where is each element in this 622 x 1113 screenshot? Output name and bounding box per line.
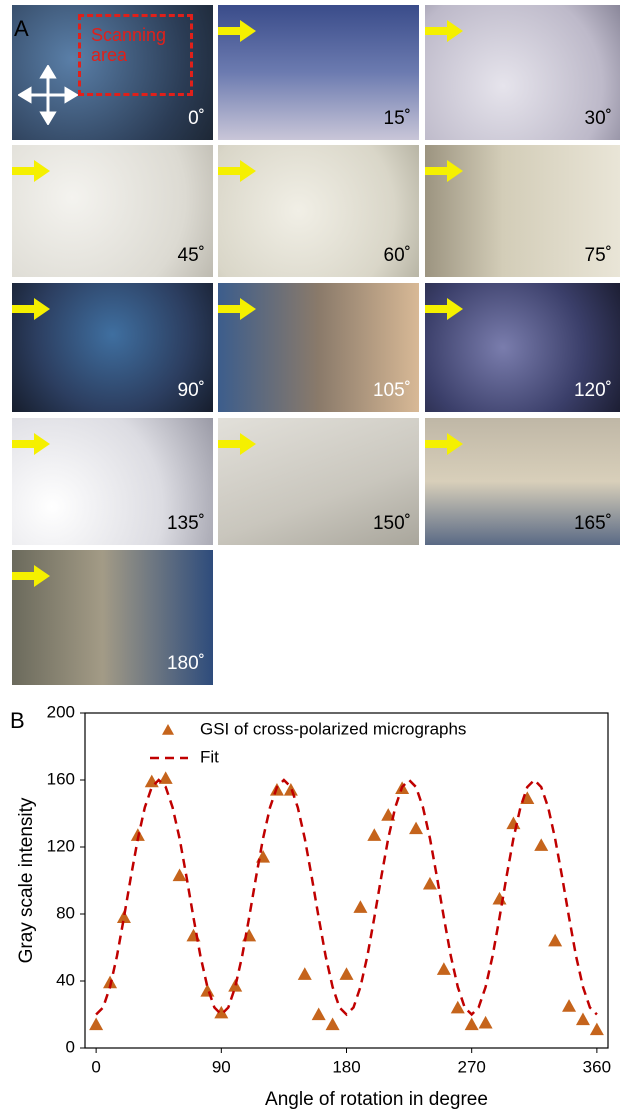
data-point <box>409 821 424 835</box>
data-point <box>492 891 507 905</box>
data-point <box>548 933 563 947</box>
data-point <box>422 876 437 890</box>
polarizer-cross <box>18 65 78 125</box>
data-point <box>353 900 368 913</box>
arrow <box>425 160 463 182</box>
x-tick-label: 270 <box>457 1057 485 1076</box>
micrograph: 0˚ <box>12 5 213 140</box>
arrow <box>12 433 50 455</box>
data-point <box>228 979 243 992</box>
arrow <box>12 565 50 587</box>
x-tick-label: 180 <box>332 1057 360 1076</box>
scanning-area: Scanning area <box>78 14 193 96</box>
y-tick-label: 40 <box>56 970 75 989</box>
data-point <box>325 1017 340 1031</box>
data-point <box>339 967 354 980</box>
plot-frame <box>84 712 609 1049</box>
data-point <box>367 828 382 841</box>
data-point <box>464 1017 479 1031</box>
data-point <box>589 1022 604 1036</box>
data-point <box>436 962 451 975</box>
micrograph: 150˚ <box>218 418 419 545</box>
angle-label: 150˚ <box>372 513 411 534</box>
angle-label: 135˚ <box>166 513 205 534</box>
data-point <box>450 1000 465 1014</box>
arrow <box>12 298 50 320</box>
x-axis-label: Angle of rotation in degree <box>265 1089 488 1110</box>
angle-label: 75˚ <box>584 245 612 266</box>
data-point <box>172 868 187 882</box>
arrow <box>218 298 256 320</box>
angle-label: 15˚ <box>383 108 411 129</box>
angle-label: 0˚ <box>188 108 205 129</box>
legend-marker <box>162 724 174 735</box>
y-tick-label: 80 <box>56 903 75 922</box>
fit-line <box>95 778 598 1017</box>
micrograph: 60˚ <box>218 145 419 277</box>
x-tick-label: 360 <box>583 1057 611 1076</box>
data-point <box>297 967 312 980</box>
panel-label: B <box>10 708 25 733</box>
micrograph: 75˚ <box>425 145 620 277</box>
x-tick-label: 0 <box>91 1057 100 1076</box>
data-point <box>575 1012 590 1026</box>
angle-label: 60˚ <box>383 245 411 266</box>
data-point <box>311 1007 326 1021</box>
data-point <box>116 910 131 923</box>
data-point <box>506 816 521 830</box>
micrograph: 165˚ <box>425 418 620 545</box>
legend-label: GSI of cross-polarized micrographs <box>200 719 466 738</box>
arrow <box>12 160 50 182</box>
y-axis-label: Gray scale intensity <box>16 797 37 963</box>
data-point <box>158 771 173 784</box>
data-point <box>200 984 215 997</box>
panel-label: A <box>14 16 29 41</box>
arrow <box>425 20 463 42</box>
angle-label: 30˚ <box>584 108 612 129</box>
angle-label: 105˚ <box>372 380 411 401</box>
y-tick-label: 120 <box>47 836 75 855</box>
micrograph: 30˚ <box>425 5 620 140</box>
data-point <box>534 838 549 851</box>
arrow <box>218 160 256 182</box>
y-tick-label: 0 <box>66 1037 75 1056</box>
micrograph: 45˚ <box>12 145 213 277</box>
arrow <box>425 298 463 320</box>
data-point <box>562 999 577 1012</box>
angle-label: 45˚ <box>177 245 205 266</box>
angle-label: 120˚ <box>573 380 612 401</box>
angle-label: 90˚ <box>177 380 205 401</box>
data-point <box>478 1015 493 1029</box>
arrow <box>425 433 463 455</box>
arrow <box>218 433 256 455</box>
micrograph: 135˚ <box>12 418 213 545</box>
chart: B 0 40 80 120 160 200 0 90 180 270 360 Angle of rota… <box>10 702 611 1110</box>
micrograph: 105˚ <box>218 283 419 412</box>
data-point <box>283 783 298 796</box>
legend-label: Fit <box>200 747 219 766</box>
data-point <box>89 1017 104 1031</box>
micrograph: 120˚ <box>425 283 620 412</box>
angle-label: 180˚ <box>166 653 205 674</box>
y-tick-label: 160 <box>47 769 75 788</box>
angle-label: 165˚ <box>573 513 612 534</box>
arrow <box>218 20 256 42</box>
y-tick-label: 200 <box>47 702 75 721</box>
micrograph: 180˚ <box>12 550 213 685</box>
micrograph: 90˚ <box>12 283 213 412</box>
micrograph: 15˚ <box>218 5 419 140</box>
data-point <box>214 1005 229 1019</box>
x-tick-label: 90 <box>212 1057 231 1076</box>
